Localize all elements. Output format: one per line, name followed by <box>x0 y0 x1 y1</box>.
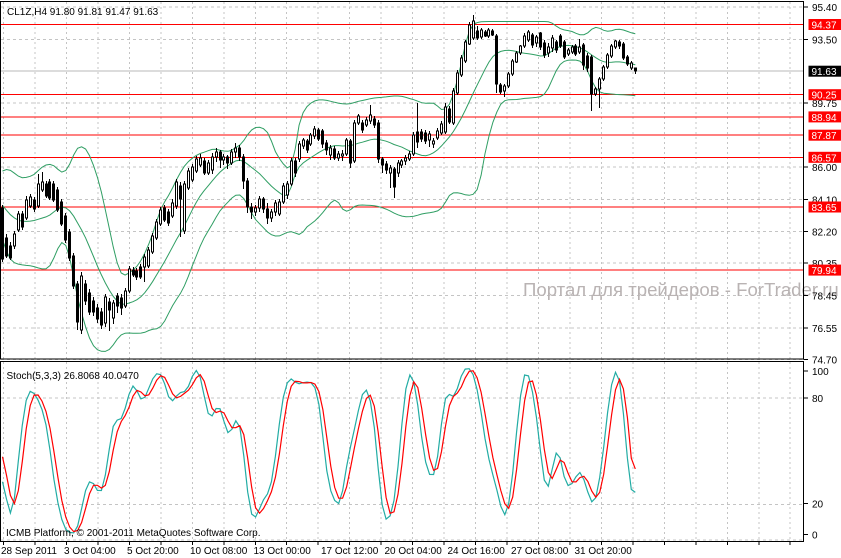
svg-text:3 Oct 04:00: 3 Oct 04:00 <box>64 546 116 557</box>
svg-text:28 Sep 2011: 28 Sep 2011 <box>1 546 57 557</box>
svg-text:83.65: 83.65 <box>812 203 837 214</box>
svg-text:20 Oct 04:00: 20 Oct 04:00 <box>385 546 443 557</box>
svg-text:13 Oct 00:00: 13 Oct 00:00 <box>254 546 312 557</box>
svg-text:80: 80 <box>812 394 824 405</box>
svg-text:90.25: 90.25 <box>812 91 837 102</box>
svg-text:5 Oct 20:00: 5 Oct 20:00 <box>127 546 179 557</box>
svg-text:84.10: 84.10 <box>812 195 837 206</box>
svg-text:95.40: 95.40 <box>812 3 837 14</box>
svg-text:82.20: 82.20 <box>812 228 837 239</box>
svg-text:86.57: 86.57 <box>812 153 837 164</box>
svg-text:78.45: 78.45 <box>812 292 837 303</box>
svg-text:100: 100 <box>812 367 829 378</box>
svg-text:20: 20 <box>812 500 824 511</box>
svg-text:24 Oct 16:00: 24 Oct 16:00 <box>448 546 506 557</box>
svg-text:17 Oct 12:00: 17 Oct 12:00 <box>321 546 379 557</box>
svg-text:86.00: 86.00 <box>812 163 837 174</box>
svg-text:87.87: 87.87 <box>812 131 837 142</box>
svg-text:31 Oct 20:00: 31 Oct 20:00 <box>575 546 633 557</box>
svg-text:10 Oct 08:00: 10 Oct 08:00 <box>190 546 248 557</box>
svg-text:94.37: 94.37 <box>812 21 837 32</box>
svg-text:93.50: 93.50 <box>812 35 837 46</box>
svg-text:ICMB Platform, © 2001-2011 Met: ICMB Platform, © 2001-2011 MetaQuotes So… <box>6 528 261 539</box>
svg-text:89.75: 89.75 <box>812 99 837 110</box>
svg-text:91.63: 91.63 <box>812 67 837 78</box>
svg-text:76.55: 76.55 <box>812 324 837 335</box>
svg-text:79.94: 79.94 <box>812 266 837 277</box>
svg-text:88.94: 88.94 <box>812 113 837 124</box>
svg-text:0: 0 <box>812 531 818 542</box>
svg-text:27 Oct 08:00: 27 Oct 08:00 <box>511 546 569 557</box>
svg-text:Портал для трейдеров - ForTrad: Портал для трейдеров - ForTrader.ru <box>523 279 839 300</box>
svg-text:Stoch(5,3,3) 26.8068 40.0470: Stoch(5,3,3) 26.8068 40.0470 <box>7 371 140 382</box>
svg-text:74.70: 74.70 <box>812 355 837 366</box>
svg-text:CL1Z,H4 91.80 91.81 91.47 91.: CL1Z,H4 91.80 91.81 91.47 91.63 <box>7 7 159 18</box>
